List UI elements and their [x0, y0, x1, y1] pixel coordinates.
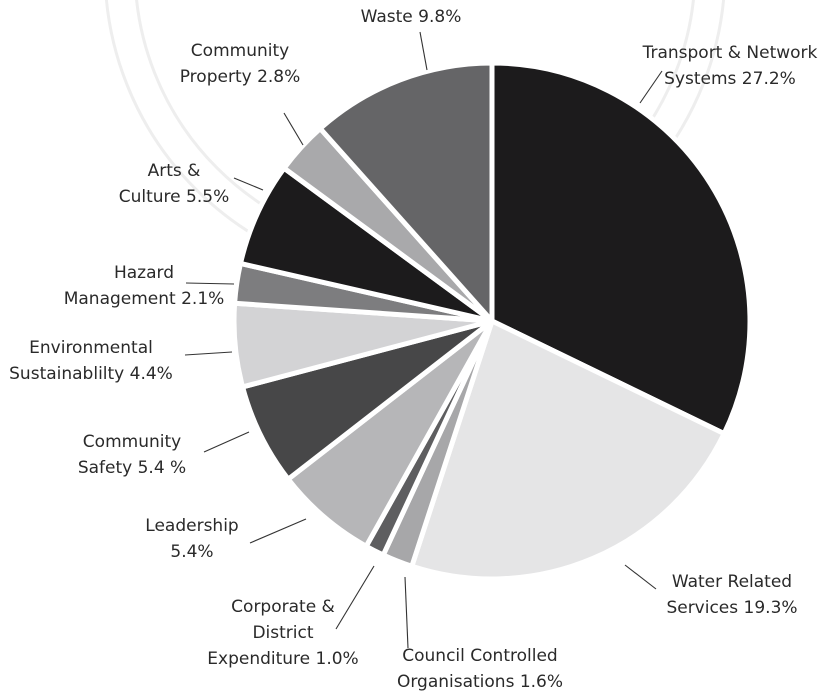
leader-line [185, 282, 235, 285]
leader-line [233, 177, 264, 191]
leader-line [419, 31, 428, 71]
slice-label-line: Environmental [29, 338, 153, 358]
leader-line [249, 518, 307, 544]
slice-label-line: Culture 5.5% [119, 187, 229, 207]
slice-label-line: Property 2.8% [180, 67, 301, 87]
slice-label-line: Arts & [148, 161, 201, 181]
slice-label: Environmental Sustainablilty 4.4% [9, 338, 173, 384]
slice-label-line: Sustainablilty 4.4% [9, 364, 173, 384]
slice-labels: Transport & Network Systems 27.2% Water Re… [9, 7, 817, 692]
slice-label-line: Transport & Network [642, 43, 818, 63]
slice-label: Arts & Culture 5.5% [119, 161, 229, 207]
leader-line [335, 565, 375, 630]
leader-line [639, 70, 663, 104]
slice-label-line: District [252, 623, 313, 643]
slice-label-line: Water Related [672, 572, 792, 592]
slice-label-line: Leadership [145, 516, 238, 536]
slice-label-line: Hazard [114, 263, 174, 283]
slice-label: Water Related Services 19.3% [666, 572, 797, 618]
slice-label-line: Organisations 1.6% [397, 672, 563, 692]
pie-slice [489, 60, 753, 437]
leader-line [203, 431, 250, 453]
pie-slices [231, 60, 753, 582]
slice-label-line: Expenditure 1.0% [207, 649, 358, 669]
slice-label-line: Council Controlled [402, 646, 557, 666]
slice-label-line: Systems 27.2% [664, 69, 796, 89]
leader-lines [184, 31, 663, 649]
slice-label: Community Property 2.8% [180, 41, 301, 87]
slice-label: Waste 9.8% [361, 7, 462, 27]
slice-label: Corporate & District Expenditure 1.0% [207, 597, 358, 669]
slice-label: Transport & Network Systems 27.2% [642, 43, 818, 89]
slice-label: Leadership 5.4% [145, 516, 238, 562]
slice-label-line: Management 2.1% [64, 289, 225, 309]
slice-label-line: Community [191, 41, 289, 61]
slice-label: Council Controlled Organisations 1.6% [397, 646, 563, 692]
leader-line [184, 351, 233, 356]
pie-slice [409, 318, 727, 582]
slice-label-line: Waste 9.8% [361, 7, 462, 27]
leader-line [624, 564, 657, 590]
slice-label: Hazard Management 2.1% [64, 263, 225, 309]
slice-label-line: Community [83, 432, 181, 452]
leader-line [283, 112, 304, 146]
slice-label-line: Corporate & [231, 597, 335, 617]
leader-line [404, 576, 409, 649]
slice-label-line: 5.4% [170, 542, 213, 562]
slice-label-line: Safety 5.4 % [78, 458, 186, 478]
pie-slice [317, 60, 495, 324]
slice-label: Community Safety 5.4 % [78, 432, 186, 478]
slice-label-line: Services 19.3% [666, 598, 797, 618]
